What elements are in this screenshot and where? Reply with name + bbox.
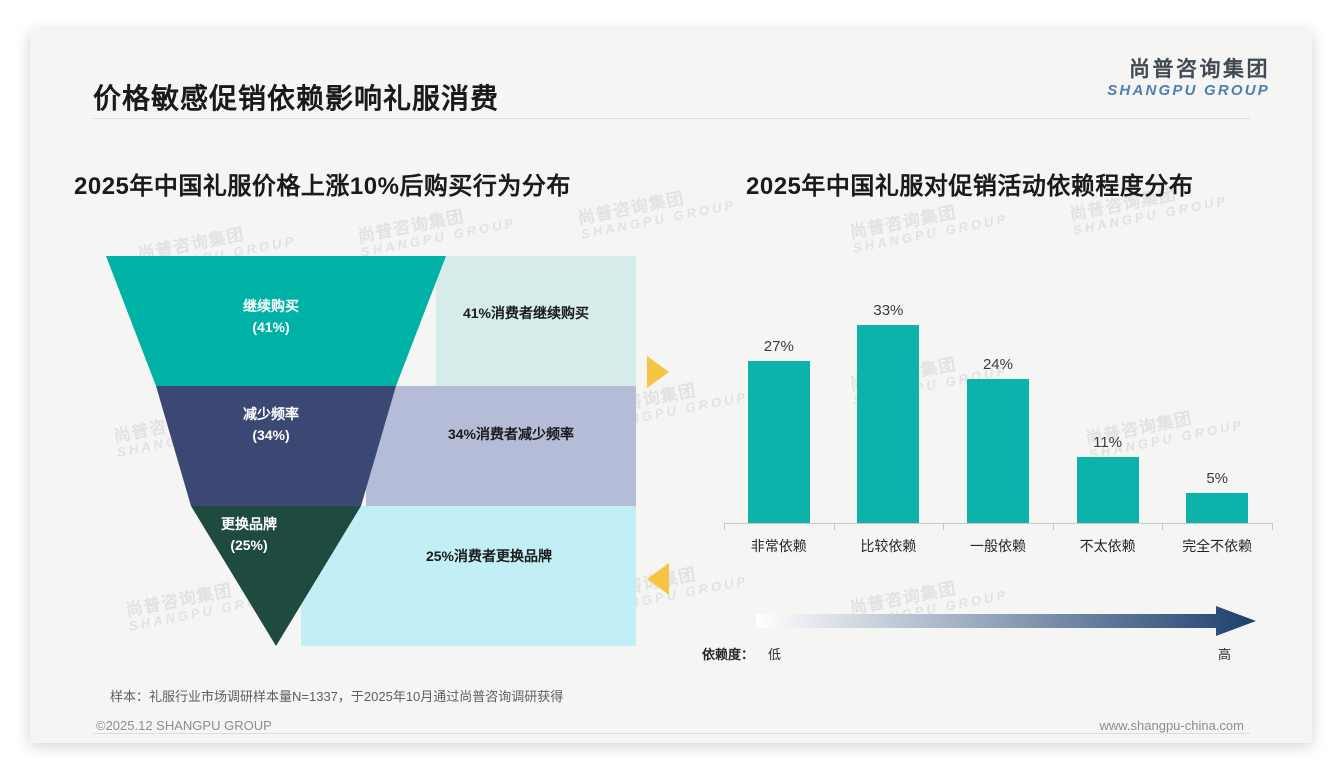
legend-low-label: 低 xyxy=(768,647,782,662)
bar-column[interactable] xyxy=(724,361,834,523)
bar-column[interactable] xyxy=(834,325,944,523)
bar[interactable] xyxy=(1076,457,1139,523)
funnel-note-bg xyxy=(301,506,636,646)
watermark-en: SHANGPU GROUP xyxy=(359,214,518,260)
bar-value-label: 33% xyxy=(873,302,904,319)
funnel-segment-label: 继续购买 (41%) xyxy=(196,296,346,338)
watermark-cn: 尚普咨询集团 xyxy=(576,188,686,229)
bar-column[interactable] xyxy=(1053,457,1163,523)
funnel-note: 34%消费者减少频率 xyxy=(447,426,575,442)
gradient-arrow-icon xyxy=(756,606,1256,636)
right-chart-title: 2025年中国礼服对促销活动依赖程度分布 xyxy=(746,173,1194,200)
page-title: 价格敏感促销依赖影响礼服消费 xyxy=(93,83,500,114)
dependency-gradient-legend: 依赖度： 低 高 xyxy=(702,598,1278,666)
x-axis-tick xyxy=(1162,523,1164,530)
funnel-note-bg xyxy=(436,256,636,386)
x-axis-tick xyxy=(724,523,725,530)
brand-logo: 尚普咨询集团 SHANGPU GROUP xyxy=(1107,58,1270,100)
watermark-en: SHANGPU GROUP xyxy=(851,210,1010,256)
slide-header: 价格敏感促销依赖影响礼服消费 尚普咨询集团 SHANGPU GROUP xyxy=(30,30,1312,118)
funnel-segment-label: 更换品牌 (25%) xyxy=(174,514,324,556)
x-axis-tick xyxy=(833,523,835,530)
logo-text-en: SHANGPU GROUP xyxy=(1107,82,1270,100)
funnel-segment-value: (34%) xyxy=(252,427,290,443)
bar-category-label: 不太依赖 xyxy=(1079,538,1136,554)
bar[interactable] xyxy=(1186,493,1249,523)
legend-high-label: 高 xyxy=(1218,647,1232,662)
funnel-segment-name: 继续购买 xyxy=(243,298,299,314)
arrow-left-icon xyxy=(647,563,669,595)
bar-category-label: 比较依赖 xyxy=(860,538,917,554)
funnel-segment-name: 减少频率 xyxy=(243,406,299,422)
watermark-cn: 尚普咨询集团 xyxy=(356,206,466,247)
funnel-segment xyxy=(156,386,396,506)
funnel-segment xyxy=(191,506,361,646)
x-axis-tick xyxy=(1272,523,1273,530)
funnel-note: 25%消费者更换品牌 xyxy=(425,548,553,564)
bar-category-label: 非常依赖 xyxy=(750,538,807,554)
bar-column[interactable] xyxy=(1162,493,1272,523)
header-divider xyxy=(93,118,1250,119)
sample-footnote: 样本：礼服行业市场调研样本量N=1337，于2025年10月通过尚普咨询调研获得 xyxy=(110,689,564,704)
bar-category-label: 完全不依赖 xyxy=(1182,538,1253,554)
x-axis-line xyxy=(724,523,1272,524)
funnel-chart: 继续购买 (41%) 减少频率 (34%) 更换品牌 (25%) 41%消费者继… xyxy=(96,256,636,646)
funnel-segment xyxy=(106,256,446,386)
footer-website: www.shangpu-china.com xyxy=(1099,718,1244,733)
bar-category-label: 一般依赖 xyxy=(969,538,1026,554)
bar-value-label: 11% xyxy=(1093,434,1123,451)
bar[interactable] xyxy=(966,379,1029,523)
funnel-segment-value: (25%) xyxy=(230,537,268,553)
bar-plot-area: 27% 非常依赖 33% 比较依赖 24% 一般依赖 11% 不太依赖 5% 完全不依赖 xyxy=(724,280,1273,562)
logo-text-cn: 尚普咨询集团 xyxy=(1129,58,1270,81)
watermark-en: SHANGPU GROUP xyxy=(579,196,738,242)
funnel-segment-label: 减少频率 (34%) xyxy=(196,404,346,446)
bar-chart: 27% 非常依赖 33% 比较依赖 24% 一般依赖 11% 不太依赖 5% 完全不依赖 xyxy=(718,280,1278,600)
footnote-divider xyxy=(93,733,1250,734)
legend-label: 依赖度： xyxy=(702,647,755,662)
funnel-note: 41%消费者继续购买 xyxy=(462,305,590,321)
slide-card: 尚普咨询集团 SHANGPU GROUP 尚普咨询集团 SHANGPU GROUP … xyxy=(30,30,1312,743)
left-chart-title: 2025年中国礼服价格上涨10%后购买行为分布 xyxy=(74,173,571,200)
bar[interactable] xyxy=(857,325,920,523)
arrow-right-icon xyxy=(647,356,669,388)
bar-value-label: 5% xyxy=(1206,470,1229,487)
bar-column[interactable] xyxy=(943,379,1053,523)
funnel-segment-name: 更换品牌 xyxy=(221,516,277,532)
funnel-segment-value: (41%) xyxy=(252,319,290,335)
x-axis-tick xyxy=(943,523,945,530)
footer-copyright: ©2025.12 SHANGPU GROUP xyxy=(96,718,272,733)
bar-value-label: 27% xyxy=(763,338,794,355)
bar-value-label: 24% xyxy=(982,356,1013,373)
funnel-note-bg xyxy=(366,386,636,506)
x-axis-tick xyxy=(1052,523,1054,530)
funnel-svg xyxy=(106,256,636,646)
bar[interactable] xyxy=(747,361,810,523)
